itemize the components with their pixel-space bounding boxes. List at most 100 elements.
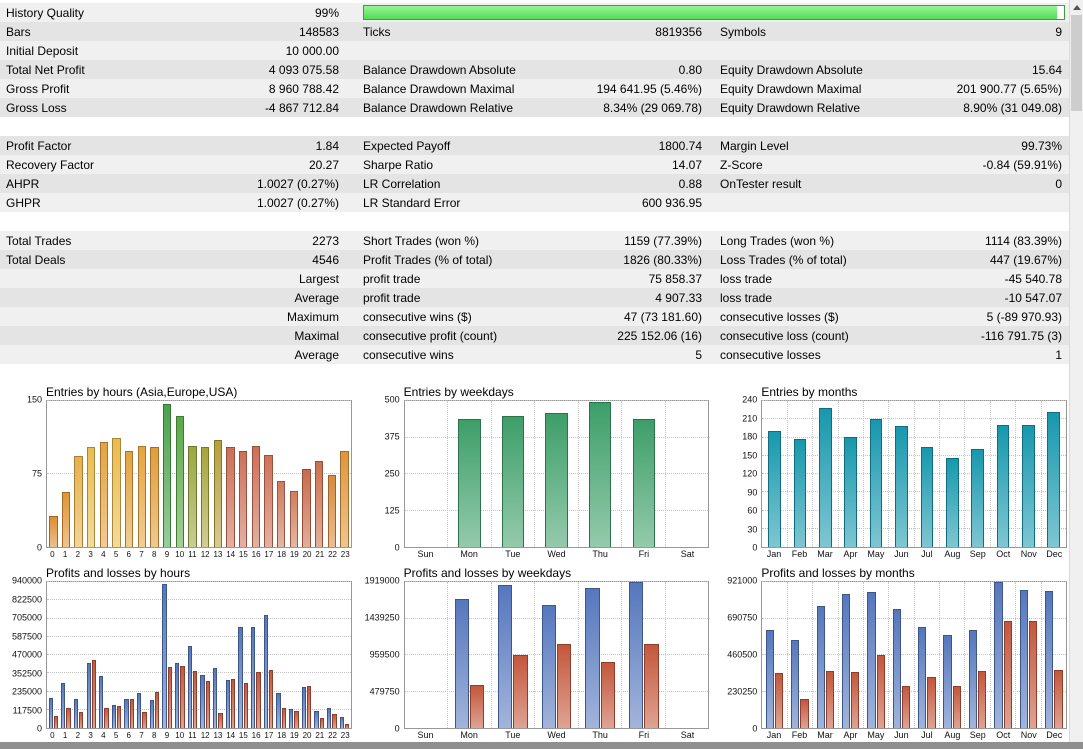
stat-label: Profit Trades (% of total): [363, 252, 493, 267]
category-slot: [965, 582, 991, 728]
profit-bar-Thu: [585, 588, 600, 728]
stat-value: 4 093 075.58: [268, 62, 339, 77]
stats-row: Gross Loss -4 867 712.84 Balance Drawdown …: [0, 98, 1069, 117]
stats-cell: Balance Drawdown Absolute 0.80: [346, 60, 709, 79]
loss-bar-Wed: [557, 643, 572, 728]
category-slot: [136, 401, 149, 547]
stat-label: Equity Drawdown Maximal: [720, 81, 862, 96]
plot-area: [761, 400, 1067, 548]
category-slot: [579, 401, 623, 547]
stat-label: AHPR: [6, 176, 40, 191]
history-quality-progress-fill: [364, 6, 1057, 19]
loss-bar-Feb: [800, 699, 809, 728]
y-tick-label: 0: [36, 542, 42, 553]
stats-cell: Symbols 9: [709, 22, 1069, 41]
x-tick-label: Mar: [817, 549, 833, 559]
x-tick-label: Apr: [843, 549, 858, 559]
stats-cell: Z-Score -0.84 (59.91%): [709, 155, 1069, 174]
category-slot: [864, 401, 890, 547]
stats-cell: Ticks 8819356: [346, 22, 709, 41]
stat-value: 99.73%: [1021, 138, 1062, 153]
x-tick-label: 19: [289, 550, 299, 559]
stats-cell: Long Trades (won %) 1114 (83.39%): [709, 231, 1069, 250]
y-tick-label: 0: [394, 542, 400, 553]
y-tick-label: 470000: [11, 649, 42, 660]
stat-label: GHPR: [6, 195, 41, 210]
plot-area: [46, 400, 352, 548]
y-tick-label: 959500: [369, 649, 400, 660]
stat-value: 5: [695, 347, 702, 362]
stat-value: 0.80: [678, 62, 702, 77]
category-slot: [991, 582, 1017, 728]
category-slot: [300, 401, 313, 547]
stats-cell: Gross Loss -4 867 712.84: [0, 98, 346, 117]
loss-bar-14: [231, 678, 236, 728]
stat-value: 99%: [314, 5, 339, 20]
profit-bar-5: [111, 704, 117, 728]
vertical-scrollbar[interactable]: [1069, 0, 1083, 742]
x-tick-label: 3: [88, 550, 93, 559]
stat-value: -45 540.78: [1004, 271, 1062, 286]
x-tick-label: 6: [126, 731, 131, 740]
category-slot: [940, 582, 966, 728]
category-slot: [287, 401, 300, 547]
category-slot: [492, 582, 536, 728]
stat-label: Symbols: [720, 24, 767, 39]
chart-title: Profits and losses by hours: [46, 566, 191, 580]
stat-label: consecutive profit (count): [363, 328, 498, 343]
loss-bar-2: [79, 712, 84, 728]
category-slot: [313, 582, 326, 728]
category-slot: [212, 582, 225, 728]
loss-bar-16: [256, 671, 261, 728]
stats-cell: LR Correlation 0.88: [346, 174, 709, 193]
bar-7: [137, 445, 147, 547]
stat-label: LR Correlation: [363, 176, 441, 191]
stats-cell: Loss Trades (% of total) 447 (19.67%): [709, 250, 1069, 269]
y-tick-label: 0: [394, 723, 400, 734]
y-tick-label: 690750: [727, 612, 758, 623]
y-axis: 0 230250 460500 690750 921000: [719, 576, 761, 733]
loss-bar-May: [876, 655, 885, 728]
chart-profits-losses-by-hours: Profits and losses by hours 0 117500 23500…: [4, 565, 352, 742]
stats-cell: Sharpe Ratio 14.07: [346, 155, 709, 174]
stat-label: Total Net Profit: [6, 62, 85, 77]
gridline: [47, 708, 351, 710]
category-slot: [448, 582, 492, 728]
stat-value: 1: [1055, 347, 1062, 362]
x-tick-label: 7: [139, 731, 144, 740]
profit-bar-23: [339, 717, 344, 728]
profit-bar-2: [73, 699, 79, 728]
scroll-up-button[interactable]: [1070, 0, 1083, 15]
stat-label: Total Deals: [6, 252, 66, 267]
category-slot: [123, 401, 136, 547]
profit-bar-7: [137, 693, 142, 728]
x-tick-label: 16: [251, 550, 261, 559]
y-tick-label: 150: [26, 394, 42, 405]
gridline: [404, 400, 709, 401]
stat-value: 10 000.00: [285, 43, 339, 58]
stat-label: consecutive losses: [720, 347, 821, 362]
category-slot: [60, 582, 73, 728]
stat-value: 1826 (80.33%): [623, 252, 702, 267]
stats-cell: [709, 193, 1069, 212]
stats-cell: Expected Payoff 1800.74: [346, 136, 709, 155]
profit-bar-Oct: [994, 582, 1003, 728]
y-axis: 0 125 250 375 500: [362, 395, 404, 552]
x-tick-label: Mon: [460, 549, 478, 559]
stats-cell: loss trade -10 547.07: [709, 288, 1069, 307]
x-tick-label: Fri: [638, 549, 650, 559]
profit-bar-Aug: [943, 634, 952, 728]
gridline: [404, 654, 709, 655]
category-slot: [174, 401, 187, 547]
y-tick-label: 75: [31, 468, 42, 479]
stat-label: consecutive wins ($): [363, 309, 472, 324]
scrollbar-thumb[interactable]: [1071, 15, 1082, 111]
y-tick-label: 921000: [727, 575, 758, 586]
category-slot: [161, 401, 174, 547]
x-tick-label: 10: [175, 550, 185, 559]
stats-cell: [346, 41, 709, 60]
stats-cell: Balance Drawdown Maximal 194 641.95 (5.46…: [346, 79, 709, 98]
stat-value: 14.07: [671, 157, 702, 172]
category-slot: [148, 401, 161, 547]
category-slot: [1016, 401, 1042, 547]
